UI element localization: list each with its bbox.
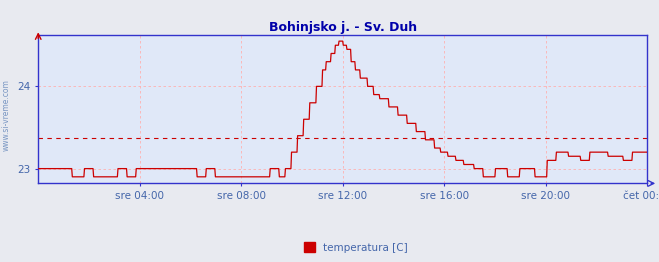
Text: www.si-vreme.com: www.si-vreme.com bbox=[2, 79, 11, 151]
Title: Bohinjsko j. - Sv. Duh: Bohinjsko j. - Sv. Duh bbox=[269, 21, 416, 34]
Legend: temperatura [C]: temperatura [C] bbox=[300, 238, 412, 257]
